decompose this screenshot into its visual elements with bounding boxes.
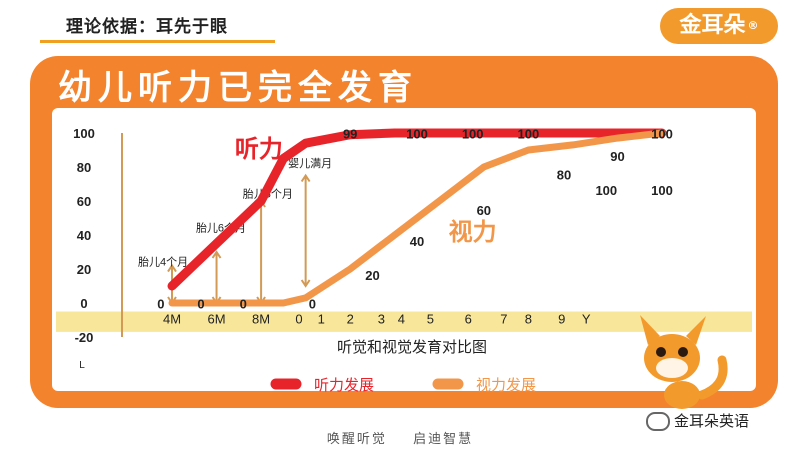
series-callout: 听力 xyxy=(235,136,283,163)
series-callout: 视力 xyxy=(449,219,497,246)
x-tick-label: 4M xyxy=(163,311,181,326)
data-label: 100 xyxy=(406,127,428,142)
data-label: 40 xyxy=(410,234,424,249)
x-axis-band xyxy=(56,311,752,332)
x-tick-label: 4 xyxy=(398,311,405,326)
legend-label: 听力发展 xyxy=(314,377,374,394)
data-label: 100 xyxy=(651,127,673,142)
data-label: 100 xyxy=(518,127,540,142)
mascot-body xyxy=(664,381,700,409)
data-label: 99 xyxy=(343,127,357,142)
mascot-tail xyxy=(697,355,728,400)
page-title: 理论依据：耳先于眼 xyxy=(66,17,228,37)
x-tick-label: 5 xyxy=(427,311,434,326)
annotation-label: 胎儿4个月 xyxy=(138,255,188,269)
wechat-icon xyxy=(646,412,670,431)
brand-logo: 金耳朵 ® xyxy=(660,8,778,44)
mascot-eye xyxy=(678,347,688,357)
x-tick-label: 7 xyxy=(500,311,507,326)
mascot-ear xyxy=(686,316,706,345)
y-tick-label: -20 xyxy=(75,330,94,345)
corner-label: L xyxy=(79,360,85,371)
panel-title: 幼儿听力已完全发育 xyxy=(58,68,418,108)
annotation-arrowhead xyxy=(300,173,311,183)
x-tick-label: 6 xyxy=(465,311,472,326)
legend-label: 视力发展 xyxy=(476,377,536,394)
mascot-muzzle xyxy=(656,358,688,378)
x-tick-label: 8 xyxy=(525,311,532,326)
data-label: 0 xyxy=(309,297,316,312)
y-tick-label: 20 xyxy=(77,262,91,277)
annotation-arrowhead xyxy=(300,279,311,288)
chart-card xyxy=(52,108,756,391)
footer-slogan-right: 启迪智慧 xyxy=(413,432,474,447)
wechat-account: 金耳朵英语 xyxy=(646,410,749,431)
x-tick-label: 6M xyxy=(208,311,226,326)
x-axis-label: 听觉和视觉发育对比图 xyxy=(337,339,487,356)
logo-text: 金耳朵 xyxy=(679,13,746,38)
data-label: 100 xyxy=(651,183,673,198)
y-tick-label: 40 xyxy=(77,228,91,243)
data-label: 0 xyxy=(157,297,164,312)
footer-slogan-left: 唤醒听觉 xyxy=(326,432,387,447)
y-tick-label: 100 xyxy=(73,126,95,141)
title-underline xyxy=(40,40,275,43)
x-tick-label: 8M xyxy=(252,311,270,326)
header: 理论依据：耳先于眼 金耳朵 ® xyxy=(0,0,800,52)
annotation-label: 婴儿满月 xyxy=(288,157,332,170)
data-label: 20 xyxy=(365,268,379,283)
wechat-name: 金耳朵英语 xyxy=(674,412,750,430)
data-label: 100 xyxy=(595,183,617,198)
data-label: 100 xyxy=(462,127,484,142)
data-label: 60 xyxy=(477,203,491,218)
footer-slogan: 唤醒听觉 启迪智慧 xyxy=(0,428,800,447)
y-tick-label: 80 xyxy=(77,160,91,175)
data-label: 0 xyxy=(240,297,247,312)
logo-mark: ® xyxy=(747,19,759,32)
data-label: 0 xyxy=(197,297,204,312)
x-tick-label: Y xyxy=(582,311,591,326)
data-label: 90 xyxy=(610,149,624,164)
x-tick-label: 0 xyxy=(295,311,302,326)
y-tick-label: 60 xyxy=(77,194,91,209)
annotation-arrowhead xyxy=(167,263,177,273)
y-tick-label: 0 xyxy=(80,296,87,311)
mascot-ear xyxy=(640,315,660,345)
series-line-vision xyxy=(168,129,666,307)
x-tick-label: 3 xyxy=(378,311,385,326)
mascot-eye xyxy=(656,347,666,357)
series-line-hearing xyxy=(167,128,667,291)
annotation-arrowhead xyxy=(211,250,222,259)
x-tick-label: 9 xyxy=(558,311,565,326)
x-tick-label: 2 xyxy=(347,311,354,326)
data-label: 80 xyxy=(557,168,571,183)
x-tick-label: 1 xyxy=(318,311,325,326)
